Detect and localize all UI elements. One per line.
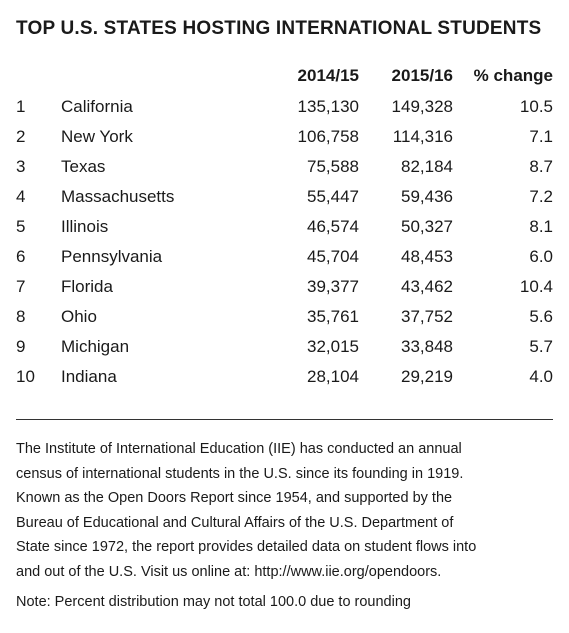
table-row: 7 Florida 39,377 43,462 10.4 [0, 277, 569, 307]
state-cell: Florida [61, 277, 113, 296]
rounding-note: Note: Percent distribution may not total… [16, 594, 411, 610]
change-cell: 6.0 [529, 247, 553, 266]
value-2014-cell: 35,761 [307, 307, 359, 326]
column-header-2015-16: 2015/16 [391, 66, 453, 85]
table-row: 9 Michigan 32,015 33,848 5.7 [0, 337, 569, 367]
change-cell: 10.4 [519, 277, 553, 296]
state-cell: California [61, 97, 133, 116]
state-cell: Massachusetts [61, 187, 175, 206]
state-cell: Pennsylvania [61, 247, 163, 266]
state-cell: Illinois [61, 217, 109, 236]
value-2015-cell: 59,436 [401, 187, 453, 206]
value-2015-cell: 48,453 [401, 247, 453, 266]
description-paragraph: The Institute of International Education… [16, 437, 556, 584]
rank-cell: 7 [16, 277, 26, 296]
value-2014-cell: 28,104 [307, 367, 359, 386]
table-header: 2014/15 2015/16 % change [0, 66, 569, 90]
column-header-2014-15: 2014/15 [297, 66, 359, 85]
value-2015-cell: 50,327 [401, 217, 453, 236]
rank-cell: 8 [16, 307, 26, 326]
description-line: Known as the Open Doors Report since 195… [16, 490, 453, 506]
table-row: 4 Massachusetts 55,447 59,436 7.2 [0, 187, 569, 217]
state-cell: Indiana [61, 367, 117, 386]
table-row: 1 California 135,130 149,328 10.5 [0, 97, 569, 127]
value-2014-cell: 75,588 [307, 157, 359, 176]
state-cell: Texas [61, 157, 106, 176]
value-2015-cell: 82,184 [401, 157, 453, 176]
rank-cell: 4 [16, 187, 26, 206]
rank-cell: 2 [16, 127, 26, 146]
state-cell: New York [61, 127, 133, 146]
column-header-percent-change: % change [473, 66, 553, 85]
change-cell: 10.5 [519, 97, 553, 116]
page-title: TOP U.S. STATES HOSTING INTERNATIONAL ST… [16, 18, 542, 39]
value-2015-cell: 43,462 [401, 277, 453, 296]
value-2014-cell: 45,704 [307, 247, 359, 266]
value-2014-cell: 46,574 [307, 217, 359, 236]
description-line: The Institute of International Education… [16, 441, 462, 457]
table-row: 2 New York 106,758 114,316 7.1 [0, 127, 569, 157]
change-cell: 4.0 [529, 367, 553, 386]
rank-cell: 9 [16, 337, 26, 356]
change-cell: 8.7 [529, 157, 553, 176]
table-row: 5 Illinois 46,574 50,327 8.1 [0, 217, 569, 247]
value-2014-cell: 135,130 [297, 97, 359, 116]
value-2014-cell: 106,758 [297, 127, 359, 146]
description-line: State since 1972, the report provides de… [16, 539, 477, 555]
rank-cell: 3 [16, 157, 26, 176]
value-2015-cell: 29,219 [401, 367, 453, 386]
table-row: 6 Pennsylvania 45,704 48,453 6.0 [0, 247, 569, 277]
value-2015-cell: 114,316 [392, 127, 453, 146]
table-row: 3 Texas 75,588 82,184 8.7 [0, 157, 569, 187]
value-2014-cell: 39,377 [307, 277, 359, 296]
rank-cell: 1 [16, 97, 26, 116]
state-cell: Ohio [61, 307, 97, 326]
description-line: Bureau of Educational and Cultural Affai… [16, 514, 454, 531]
rank-cell: 6 [16, 247, 26, 266]
rank-cell: 10 [16, 367, 35, 386]
value-2014-cell: 55,447 [307, 187, 359, 206]
table-row: 8 Ohio 35,761 37,752 5.6 [0, 307, 569, 337]
value-2015-cell: 149,328 [391, 97, 453, 116]
states-table: 1 California 135,130 149,328 10.5 2 New … [0, 97, 569, 397]
section-divider [16, 419, 553, 420]
change-cell: 7.1 [529, 127, 553, 146]
value-2015-cell: 37,752 [401, 307, 453, 326]
value-2014-cell: 32,015 [307, 337, 359, 356]
description-line: census of international students in the … [16, 465, 464, 482]
change-cell: 7.2 [529, 187, 553, 206]
change-cell: 5.7 [529, 337, 553, 356]
table-row: 10 Indiana 28,104 29,219 4.0 [0, 367, 569, 397]
value-2015-cell: 33,848 [401, 337, 453, 356]
description-line: and out of the U.S. Visit us online at: … [16, 563, 442, 580]
state-cell: Michigan [61, 337, 130, 356]
rank-cell: 5 [16, 217, 26, 236]
change-cell: 5.6 [529, 307, 553, 326]
change-cell: 8.1 [529, 217, 553, 236]
